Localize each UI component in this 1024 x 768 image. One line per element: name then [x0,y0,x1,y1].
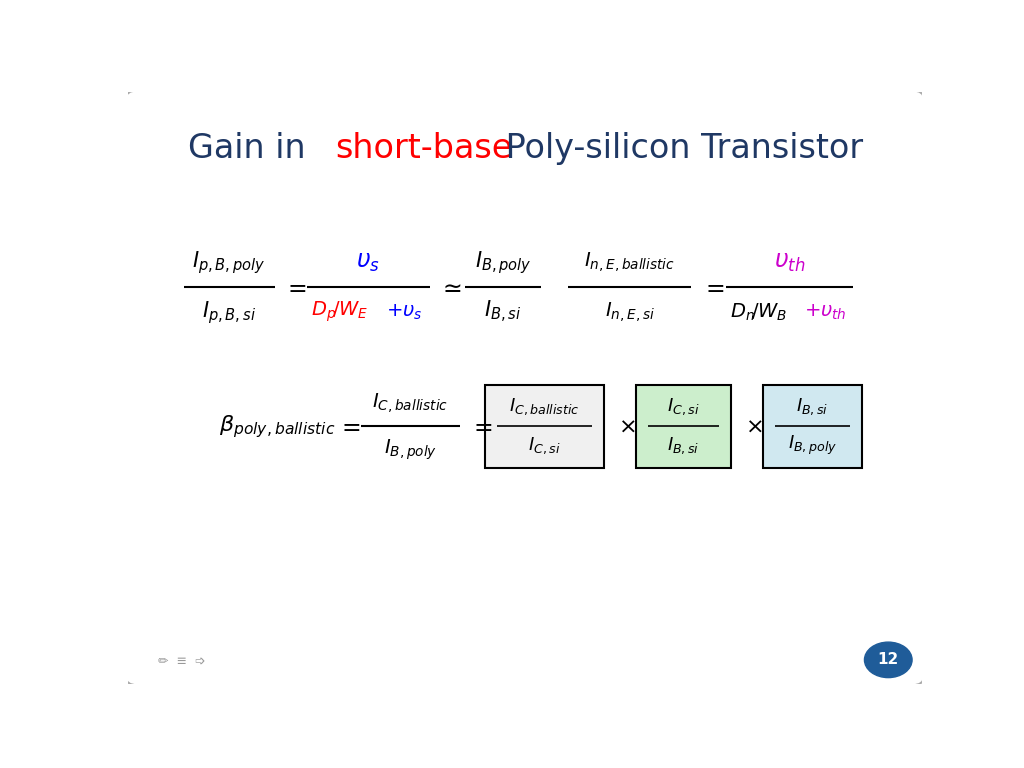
Text: $I_{p,B,si}$: $I_{p,B,si}$ [202,299,256,326]
Text: $D_n\!/W_B$: $D_n\!/W_B$ [730,302,787,323]
Text: $=$: $=$ [469,414,494,439]
Text: $+\upsilon_s$: $+\upsilon_s$ [386,303,422,322]
Text: Poly-silicon Transistor: Poly-silicon Transistor [496,132,863,165]
Text: $I_{n,E,si}$: $I_{n,E,si}$ [605,300,655,324]
FancyBboxPatch shape [485,385,604,468]
Text: $\upsilon_{th}$: $\upsilon_{th}$ [774,250,806,274]
Text: $\beta_{poly,ballistic}$: $\beta_{poly,ballistic}$ [219,413,336,439]
Text: 12: 12 [878,652,899,667]
Text: $I_{B,poly}$: $I_{B,poly}$ [384,438,436,462]
Text: $I_{B,si}$: $I_{B,si}$ [484,299,521,325]
Circle shape [864,642,912,677]
Text: $I_{C,si}$: $I_{C,si}$ [528,435,561,456]
Text: $I_{B,poly}$: $I_{B,poly}$ [787,434,837,458]
Text: $\simeq$: $\simeq$ [437,275,462,300]
Text: $\times$: $\times$ [745,416,763,436]
Text: $I_{C,ballistic}$: $I_{C,ballistic}$ [509,396,580,417]
Text: $I_{B,si}$: $I_{B,si}$ [668,435,699,456]
FancyBboxPatch shape [636,385,731,468]
Text: $+\upsilon_{th}$: $+\upsilon_{th}$ [804,303,847,322]
Text: $I_{B,poly}$: $I_{B,poly}$ [474,249,531,276]
Text: $I_{n,E,ballistic}$: $I_{n,E,ballistic}$ [585,250,676,274]
FancyBboxPatch shape [763,385,862,468]
Text: $=$: $=$ [283,275,306,300]
Text: ✏  ≡  ➩: ✏ ≡ ➩ [158,654,206,667]
FancyBboxPatch shape [126,91,924,685]
Text: short-base: short-base [335,132,512,165]
Text: $I_{C,si}$: $I_{C,si}$ [668,396,699,417]
Text: $I_{B,si}$: $I_{B,si}$ [797,396,828,417]
Text: $\upsilon_s$: $\upsilon_s$ [356,250,380,274]
Text: Gain in: Gain in [187,132,315,165]
Text: $I_{p,B,poly}$: $I_{p,B,poly}$ [193,249,266,276]
Text: $=$: $=$ [337,414,360,439]
Text: $I_{C,ballistic}$: $I_{C,ballistic}$ [372,391,449,415]
Text: $\times$: $\times$ [618,416,636,436]
Text: $=$: $=$ [701,275,725,300]
Text: $D_p\!/W_E$: $D_p\!/W_E$ [310,300,368,324]
